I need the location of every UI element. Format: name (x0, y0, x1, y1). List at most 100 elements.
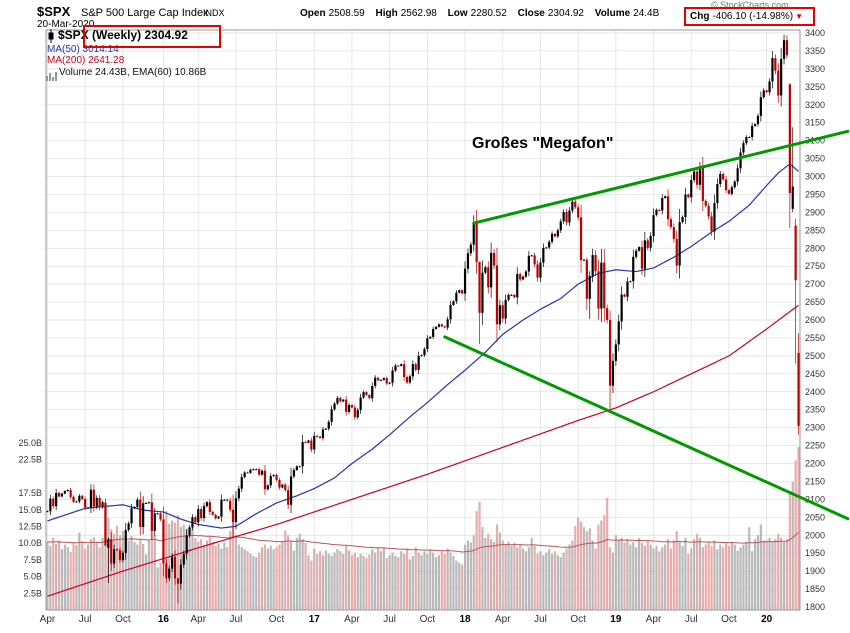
svg-text:16: 16 (158, 614, 170, 625)
volume-bars (46, 447, 800, 610)
svg-text:2100: 2100 (805, 494, 825, 504)
svg-text:22.5B: 22.5B (18, 455, 42, 465)
svg-text:Apr: Apr (40, 614, 56, 625)
svg-text:2300: 2300 (805, 423, 825, 433)
svg-text:Jul: Jul (685, 614, 698, 625)
megaphone-annotation: Großes "Megafon" (472, 135, 614, 152)
svg-text:2500: 2500 (805, 351, 825, 361)
open-value: 2508.59 (328, 8, 365, 19)
price-axis-labels: 1800 1850 1900 1950 2000 2050 2100 2150 2200 2250… (805, 28, 825, 612)
svg-text:2650: 2650 (805, 297, 825, 307)
high-value: 2562.98 (400, 8, 437, 19)
low-value: 2280.52 (470, 8, 507, 19)
svg-text:3000: 3000 (805, 172, 825, 182)
close-label: Close (517, 8, 545, 19)
legend-annotation-box (83, 25, 221, 48)
open-label: Open (300, 8, 326, 19)
svg-text:3350: 3350 (805, 46, 825, 56)
down-triangle-icon: ▼ (795, 12, 803, 21)
svg-text:1950: 1950 (805, 548, 825, 558)
svg-text:Jul: Jul (383, 614, 396, 625)
chart-date: 20-Mar-2020 (37, 19, 95, 30)
svg-text:1800: 1800 (805, 602, 825, 612)
series-legend: $SPX (Weekly) 2304.92 (58, 28, 188, 42)
high-label: High (375, 8, 398, 19)
exchange-tag: INDX (203, 8, 225, 18)
candlesticks (46, 34, 800, 604)
svg-text:Jul: Jul (230, 614, 243, 625)
svg-text:Jul: Jul (79, 614, 92, 625)
svg-text:Apr: Apr (344, 614, 360, 625)
svg-text:3050: 3050 (805, 154, 825, 164)
volume-axis-labels: 25.0B 22.5B 17.5B 15.0B 12.5B 10.0B 7.5B 5.0B 2.… (18, 438, 42, 598)
svg-text:1900: 1900 (805, 566, 825, 576)
svg-text:Oct: Oct (721, 614, 737, 625)
close-value: 2304.92 (547, 8, 584, 19)
gridlines (46, 30, 800, 610)
svg-text:17: 17 (309, 614, 321, 625)
svg-text:12.5B: 12.5B (18, 522, 42, 532)
svg-text:Apr: Apr (495, 614, 511, 625)
svg-text:2050: 2050 (805, 512, 825, 522)
x-axis-labels: Apr Jul Oct 16 Apr Jul Oct 17 Apr Jul Oct 18 Apr Jul O… (40, 614, 773, 625)
svg-text:3400: 3400 (805, 28, 825, 38)
ma200-line (47, 304, 799, 597)
svg-text:Apr: Apr (646, 614, 662, 625)
svg-text:5.0B: 5.0B (23, 572, 42, 582)
quote-bar: Open 2508.59 High 2562.98 Low 2280.52 Close… (300, 8, 659, 19)
svg-text:2250: 2250 (805, 441, 825, 451)
volume-ema-line (47, 531, 799, 553)
ma50-legend: MA(50) 3014.14 (47, 44, 119, 55)
svg-text:Jul: Jul (534, 614, 547, 625)
ma50-line (47, 163, 799, 529)
svg-text:2.5B: 2.5B (23, 588, 42, 598)
candlestick-icon (47, 29, 55, 48)
svg-text:2150: 2150 (805, 476, 825, 486)
svg-text:7.5B: 7.5B (23, 555, 42, 565)
svg-text:2350: 2350 (805, 405, 825, 415)
low-label: Low (447, 8, 468, 19)
volume-value: 24.4B (633, 8, 660, 19)
svg-text:2750: 2750 (805, 261, 825, 271)
trendline-megaphone-lower (443, 335, 850, 521)
symbol: $SPX (37, 4, 71, 19)
svg-text:2200: 2200 (805, 459, 825, 469)
plot-border (45, 29, 801, 611)
svg-text:17.5B: 17.5B (18, 488, 42, 498)
svg-text:20: 20 (761, 614, 773, 625)
svg-text:2400: 2400 (805, 387, 825, 397)
chg-value: -406.10 (-14.98%) (712, 11, 794, 22)
svg-text:Oct: Oct (420, 614, 436, 625)
svg-text:2000: 2000 (805, 530, 825, 540)
copyright: © StockCharts.com (711, 0, 789, 10)
ma200-legend: MA(200) 2641.28 (47, 55, 125, 66)
svg-text:2900: 2900 (805, 207, 825, 217)
svg-text:19: 19 (610, 614, 622, 625)
svg-text:Oct: Oct (269, 614, 285, 625)
svg-text:2450: 2450 (805, 369, 825, 379)
svg-text:1850: 1850 (805, 584, 825, 594)
index-name: S&P 500 Large Cap Index (81, 7, 209, 19)
svg-text:2600: 2600 (805, 315, 825, 325)
volume-label: Volume (594, 8, 631, 19)
trendline-megaphone-upper (472, 129, 850, 225)
svg-text:Apr: Apr (190, 614, 206, 625)
volume-histogram-icon (46, 68, 58, 86)
svg-text:2550: 2550 (805, 333, 825, 343)
svg-text:2800: 2800 (805, 243, 825, 253)
svg-text:3250: 3250 (805, 82, 825, 92)
svg-text:2850: 2850 (805, 225, 825, 235)
svg-text:18: 18 (459, 614, 471, 625)
svg-text:Oct: Oct (570, 614, 586, 625)
svg-text:3150: 3150 (805, 118, 825, 128)
volume-legend: Volume 24.43B, EMA(60) 10.86B (59, 67, 207, 78)
svg-text:10.0B: 10.0B (18, 538, 42, 548)
svg-text:25.0B: 25.0B (18, 438, 42, 448)
svg-text:15.0B: 15.0B (18, 505, 42, 515)
svg-text:2700: 2700 (805, 279, 825, 289)
svg-text:3300: 3300 (805, 64, 825, 74)
svg-text:2950: 2950 (805, 189, 825, 199)
svg-text:Oct: Oct (115, 614, 131, 625)
